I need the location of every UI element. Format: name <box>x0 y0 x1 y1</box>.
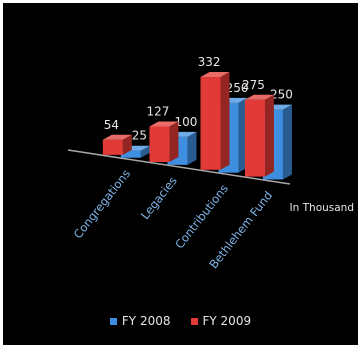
legend-item-fy-2008: FY 2008 <box>109 314 171 328</box>
value-label-fy-2009-legacies: 127 <box>147 104 170 118</box>
value-label-fy-2009-congregations: 54 <box>104 118 119 132</box>
bar-fy-2009-legacies <box>149 126 170 162</box>
bar-fy-2009-contributions-side <box>220 72 230 170</box>
legend-swatch-fy-2008 <box>109 317 117 325</box>
x-axis-line <box>67 149 291 185</box>
bar-fy-2009-legacies-side <box>169 121 179 162</box>
value-label-fy-2008-contributions: 250 <box>226 81 249 95</box>
bar-fy-2009-congregations-side <box>122 134 132 155</box>
bar-fy-2008-legacies-side <box>187 131 197 165</box>
value-label-fy-2008-legacies: 100 <box>175 115 198 129</box>
bar-fy-2009-bethlehem-fund-top <box>244 94 274 100</box>
chart-background <box>3 3 358 345</box>
bar-fy-2009-congregations-top <box>102 134 132 140</box>
legend-swatch-fy-2009 <box>190 317 198 325</box>
legend-label-fy-2008: FY 2008 <box>121 314 171 328</box>
legend: FY 2008 FY 2009 <box>0 314 361 328</box>
bar-fy-2008-bethlehem-fund-side <box>282 104 292 180</box>
value-label-fy-2009-bethlehem-fund: 275 <box>242 78 265 92</box>
bar-fy-2009-contributions <box>200 77 221 170</box>
bar-fy-2009-legacies-top <box>149 121 179 127</box>
value-label-fy-2008-bethlehem-fund: 250 <box>270 88 293 102</box>
bar-fy-2008-congregations-side <box>140 145 150 158</box>
unit-note: In Thousand <box>290 202 354 214</box>
legend-item-fy-2009: FY 2009 <box>190 314 252 328</box>
legend-label-fy-2009: FY 2009 <box>202 314 252 328</box>
bar-fy-2009-bethlehem-fund-side <box>264 94 274 177</box>
value-label-fy-2008-congregations: 25 <box>132 129 147 143</box>
value-label-fy-2009-contributions: 332 <box>198 55 221 69</box>
bar-fy-2009-congregations <box>102 139 123 155</box>
bar-fy-2009-bethlehem-fund <box>244 99 265 177</box>
bar-fy-2009-contributions-top <box>200 72 230 78</box>
bar-fy-2008-congregations <box>120 150 141 158</box>
